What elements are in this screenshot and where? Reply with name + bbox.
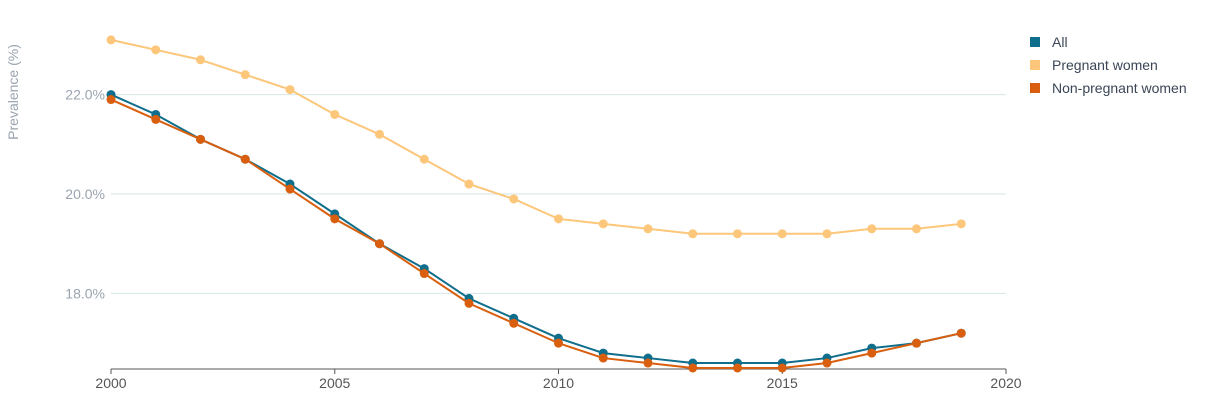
data-point: [106, 35, 116, 45]
data-point: [375, 129, 384, 139]
data-point: [777, 363, 787, 373]
legend-item[interactable]: Pregnant women: [1030, 57, 1158, 73]
data-point: [643, 224, 653, 234]
series-pregnant-women: [106, 35, 966, 239]
data-point: [509, 318, 519, 328]
data-point: [822, 358, 832, 368]
y-tick-label: 22.0%: [65, 87, 105, 103]
series-lines: [106, 35, 966, 373]
data-point: [375, 239, 384, 249]
data-point: [285, 184, 295, 194]
legend-item[interactable]: Non-pregnant women: [1030, 80, 1187, 96]
legend-label: All: [1052, 34, 1068, 50]
data-point: [867, 224, 877, 234]
x-tick-label: 2000: [95, 375, 126, 391]
data-point: [598, 353, 608, 363]
legend-swatch: [1030, 83, 1040, 93]
data-point: [509, 194, 519, 204]
data-point: [106, 95, 116, 105]
data-point: [554, 214, 563, 224]
data-point: [733, 229, 742, 239]
data-point: [419, 154, 429, 164]
legend-label: Non-pregnant women: [1052, 80, 1187, 96]
data-point: [151, 45, 161, 55]
legend-label: Pregnant women: [1052, 57, 1158, 73]
gridlines: [111, 94, 1006, 294]
data-point: [554, 338, 563, 348]
x-tick-label: 2005: [319, 375, 350, 391]
data-point: [464, 298, 474, 308]
data-point: [912, 224, 921, 234]
series-non-pregnant-women: [106, 95, 966, 373]
data-point: [598, 219, 608, 229]
data-point: [733, 363, 742, 373]
series-all: [106, 90, 966, 368]
data-point: [822, 229, 832, 239]
data-point: [419, 269, 429, 279]
data-point: [464, 179, 474, 189]
data-point: [956, 328, 966, 338]
y-tick-label: 20.0%: [65, 186, 105, 202]
data-point: [196, 134, 205, 144]
data-point: [956, 219, 966, 229]
data-point: [330, 214, 340, 224]
series-line: [110, 93, 962, 365]
legend-swatch: [1030, 37, 1040, 47]
y-tick-label: 18.0%: [65, 285, 105, 301]
data-point: [240, 70, 250, 80]
x-tick-label: 2020: [990, 375, 1021, 391]
data-point: [867, 348, 877, 358]
x-axis: 2000 2005 2010 2015 2020: [95, 368, 1022, 391]
data-point: [777, 229, 787, 239]
x-tick-label: 2010: [543, 375, 574, 391]
x-tick-label: 2015: [767, 375, 798, 391]
data-point: [688, 229, 698, 239]
legend-swatch: [1030, 60, 1040, 70]
data-point: [643, 358, 653, 368]
data-point: [688, 363, 698, 373]
data-point: [240, 154, 250, 164]
legend-item[interactable]: All: [1030, 34, 1068, 50]
y-axis: 18.0% 20.0% 22.0%: [65, 87, 105, 302]
legend[interactable]: All Pregnant women Non-pregnant women: [1030, 34, 1187, 96]
series-line: [110, 38, 962, 235]
data-point: [912, 338, 921, 348]
data-point: [285, 85, 295, 95]
series-line: [110, 98, 962, 369]
y-axis-title: Prevalence (%): [5, 44, 21, 140]
data-point: [330, 109, 340, 119]
data-point: [196, 55, 205, 65]
data-point: [151, 114, 161, 124]
